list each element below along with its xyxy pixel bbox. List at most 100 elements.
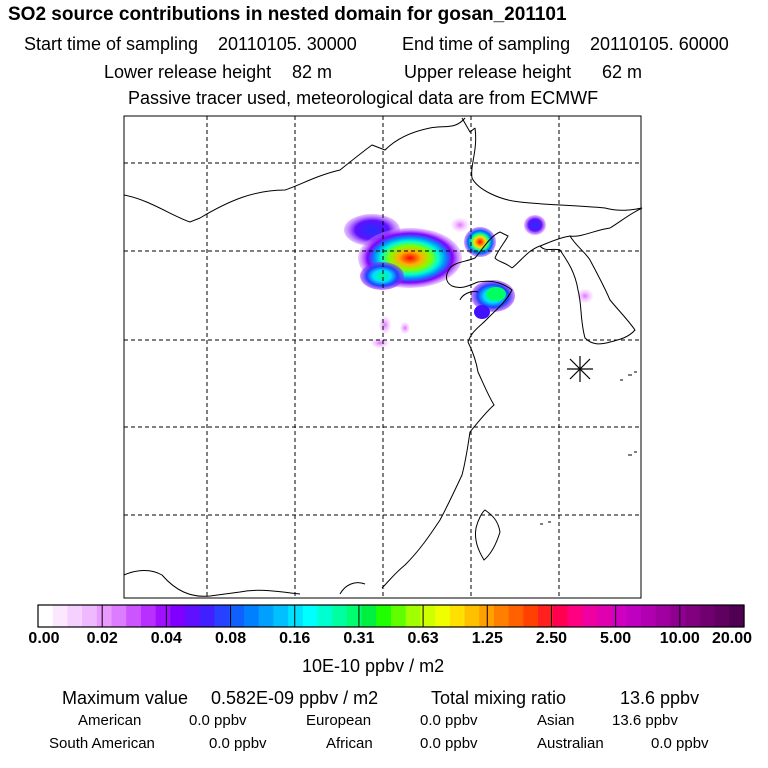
colorbar-cell	[140, 605, 157, 627]
colorbar-cell	[420, 605, 436, 627]
colorbar-cell	[538, 605, 554, 627]
max-value-label: Maximum value	[62, 688, 189, 708]
receptor-asterisk-icon	[567, 356, 593, 382]
region-american-value: 0.0 ppbv	[189, 712, 247, 729]
border-south	[123, 570, 301, 597]
island-taiwan	[475, 509, 501, 561]
colorbar-cell	[214, 605, 230, 627]
region-asian-value: 13.6 ppbv	[612, 712, 678, 729]
upper-release-value: 62 m	[602, 62, 643, 82]
region-european-value: 0.0 ppbv	[420, 712, 478, 729]
region-australian-name: Australian	[537, 735, 604, 752]
colorbar-cell	[391, 605, 407, 627]
colorbar-cell	[317, 605, 333, 627]
colorbar-cell	[67, 605, 83, 627]
islands-small	[540, 371, 637, 525]
colorbar-cell	[670, 605, 686, 627]
border-manchuria	[471, 127, 643, 211]
colorbar-cell	[52, 605, 69, 627]
end-time-value: 20110105. 60000	[590, 34, 729, 54]
region-african-value: 0.0 ppbv	[420, 735, 478, 752]
colorbar-tick-label: 0.31	[343, 630, 375, 647]
colorbar-tick-label: 2.50	[535, 630, 568, 647]
colorbar-cell	[552, 605, 569, 627]
plume-shandong-south	[474, 305, 490, 319]
colorbar-cell	[96, 605, 113, 627]
region-south-american-name: South American	[49, 735, 155, 752]
colorbar-cell	[493, 605, 510, 627]
colorbar-cell	[582, 605, 598, 627]
colorbar-tick-label: 0.63	[407, 630, 439, 647]
colorbar-cell	[302, 605, 319, 627]
border-south-2	[339, 582, 366, 595]
colorbar-cell	[126, 605, 142, 627]
colorbar-cell	[611, 605, 627, 627]
plume-tianjin	[464, 227, 496, 257]
tracer-note: Passive tracer used, meteorological data…	[128, 88, 599, 108]
colorbar-cell	[243, 605, 260, 627]
colorbar-cell	[567, 605, 583, 627]
region-american-name: American	[78, 712, 142, 729]
coastline-bohai	[459, 291, 479, 301]
colorbar-cell	[376, 605, 392, 627]
region-australian-value: 0.0 ppbv	[651, 735, 709, 752]
colorbar-cell	[199, 605, 216, 627]
colorbar-tick-label: 20.00	[711, 630, 753, 647]
coastline-korea	[539, 235, 636, 345]
upper-release-label: Upper release height	[404, 62, 572, 82]
colorbar-cell	[508, 605, 524, 627]
colorbar-cell	[596, 605, 613, 627]
colorbar-tick-label: 0.04	[150, 630, 182, 647]
colorbar-cell	[626, 605, 642, 627]
colorbar-cell	[288, 605, 304, 627]
colorbar-cell	[185, 605, 201, 627]
region-asian-name: Asian	[537, 712, 575, 729]
region-european-name: European	[306, 712, 372, 729]
colorbar-cell	[332, 605, 348, 627]
colorbar-tick-label: 0.00	[28, 630, 60, 647]
region-african-name: African	[326, 735, 373, 752]
colorbar-cell	[170, 605, 186, 627]
colorbar-unit: 10E-10 ppbv / m2	[302, 656, 445, 676]
grid-lines	[124, 116, 641, 598]
colorbar-cell	[449, 605, 466, 627]
colorbar-cell	[361, 605, 377, 627]
colorbar-cell	[685, 605, 701, 627]
border-mongolia	[123, 117, 466, 223]
plume-korea	[577, 289, 593, 303]
lower-release-label: Lower release height	[104, 62, 272, 82]
colorbar-tick-label: 1.25	[471, 630, 503, 647]
start-time-label: Start time of sampling	[24, 34, 199, 54]
colorbar-cell	[155, 605, 171, 627]
colorbar-cell	[82, 605, 98, 627]
colorbar-frame	[37, 604, 745, 628]
colorbar-cell	[464, 605, 480, 627]
colorbar-cell	[655, 605, 672, 627]
plume-faint-2	[379, 316, 391, 334]
plume-northeast	[524, 215, 546, 235]
lower-release-value: 82 m	[292, 62, 333, 82]
total-mixing-label: Total mixing ratio	[431, 688, 567, 708]
colorbar-tick-label: 0.08	[214, 630, 247, 647]
colorbar-tick-label: 5.00	[600, 630, 632, 647]
colorbar-cell	[273, 605, 289, 627]
colorbar-cells	[38, 605, 745, 627]
colorbar-cell	[729, 605, 745, 627]
colorbar-cell	[38, 605, 54, 627]
colorbar-tick-label: 0.02	[86, 630, 118, 647]
total-mixing-value: 13.6 ppbv	[620, 688, 700, 708]
max-value: 0.582E-09 ppbv / m2	[211, 688, 379, 708]
colorbar-cell	[435, 605, 451, 627]
colorbar-cell	[641, 605, 657, 627]
border-north	[461, 117, 476, 133]
colorbar-cell	[229, 605, 245, 627]
end-time-label: End time of sampling	[402, 34, 571, 54]
colorbar-cell	[405, 605, 422, 627]
coastlines	[123, 117, 643, 597]
colorbar-cell	[523, 605, 539, 627]
colorbar-cell	[258, 605, 274, 627]
plume-west	[360, 262, 404, 290]
plume-layer	[344, 214, 593, 348]
colorbar	[37, 604, 745, 628]
plume-faint-1	[451, 218, 469, 232]
